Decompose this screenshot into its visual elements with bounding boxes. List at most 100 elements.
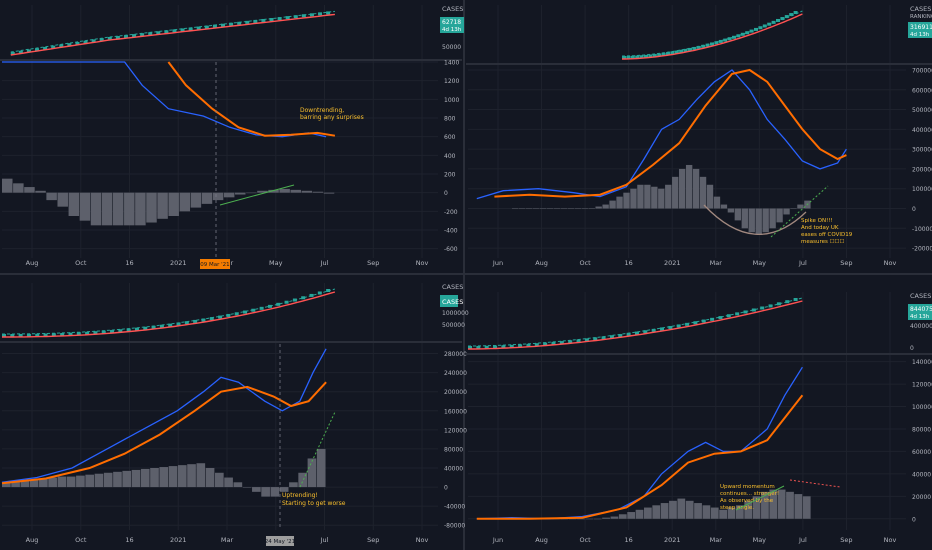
price-countdown: 4d 13h (442, 27, 462, 33)
histogram-bar (692, 168, 700, 209)
price-moving-average (622, 13, 803, 60)
histogram-bar (748, 208, 755, 233)
price-candle (285, 16, 290, 20)
histogram-bar (316, 448, 326, 488)
histogram-bar (602, 204, 609, 209)
price-candle (705, 43, 710, 47)
price-candle (643, 330, 648, 334)
osc-tick-label: -40000 (444, 504, 465, 511)
histogram-bar (752, 496, 761, 519)
x-tick-label: Jun (492, 259, 503, 267)
price-candle (723, 38, 728, 42)
price-moving-average (10, 13, 335, 56)
price-candle (576, 339, 581, 343)
price-candle (176, 322, 181, 326)
price-candle (2, 334, 6, 337)
price-candle (601, 336, 606, 340)
histogram-bar (735, 505, 744, 519)
price-candle (59, 44, 64, 48)
price-candle (140, 33, 145, 37)
x-tick-label: Sep (840, 259, 852, 267)
price-candle (209, 317, 214, 321)
price-candle (204, 25, 209, 29)
price-candle (85, 331, 90, 335)
histogram-bar (567, 208, 575, 210)
histogram-bar (699, 176, 707, 209)
price-candle (83, 40, 88, 44)
osc-tick-label: 400000 (912, 127, 932, 134)
histogram-bar (761, 491, 769, 519)
osc-tick-label: 1200 (444, 78, 459, 85)
price-candle (660, 327, 665, 331)
histogram-bar (187, 464, 196, 488)
histogram-bar (741, 208, 748, 229)
histogram-bar (323, 192, 335, 194)
histogram-bar (103, 472, 113, 488)
price-value: 3169112 (910, 24, 932, 31)
histogram-bar (637, 184, 644, 209)
price-candle (26, 49, 31, 53)
price-candle (75, 41, 80, 45)
osc-tick-label: 200000 (912, 166, 932, 173)
price-candle (229, 22, 234, 26)
histogram-bar (602, 517, 610, 519)
price-candle (10, 52, 15, 55)
histogram-bar (651, 186, 658, 209)
price-candle (692, 46, 697, 50)
price-candle (184, 321, 189, 325)
histogram-bar (618, 514, 627, 519)
histogram-bar (57, 476, 67, 488)
price-candle (67, 43, 72, 47)
price-candle (784, 15, 789, 19)
trend-arrow (299, 411, 336, 488)
annotation-text: And today UK (801, 225, 839, 231)
histogram-bar (205, 468, 215, 488)
x-tick-label: 16 (125, 259, 133, 267)
chart-top-right: Jun Aug Oct 16 2021 Mar May Jul Sep Nov CASESRANKI… (466, 5, 932, 267)
date-highlight (200, 259, 230, 269)
histogram-bar (179, 192, 191, 212)
price-candle (221, 23, 225, 27)
price-candle (701, 44, 706, 48)
histogram-bar (39, 478, 48, 488)
osc-tick-label: -200000 (912, 246, 932, 253)
histogram-bar (246, 192, 257, 194)
histogram-bar (57, 192, 68, 207)
osc-tick-label: 200000 (444, 389, 467, 396)
osc-tick-label: 0 (912, 516, 916, 523)
histogram-bar (290, 189, 301, 193)
x-tick-label: Jul (320, 259, 329, 267)
histogram-bar (568, 518, 577, 520)
osc-tick-label: 500000 (912, 107, 932, 114)
histogram-bar (581, 208, 588, 210)
annotation-text: Uptrending! (282, 492, 318, 499)
price-dashed-line (10, 10, 335, 53)
price-countdown: 4d 13h (910, 32, 930, 38)
price-candle (18, 333, 23, 337)
price-candle (26, 333, 31, 337)
price-candle (771, 20, 776, 24)
histogram-bar (168, 192, 179, 216)
x-tick-label: 2021 (170, 536, 187, 544)
price-candle (326, 11, 331, 15)
price-candle (301, 14, 306, 18)
price-candle (193, 319, 198, 323)
osc-tick-label: -600 (444, 246, 458, 253)
price-value-badge (908, 22, 932, 38)
histogram-bar (665, 184, 672, 209)
price-candle (253, 19, 258, 23)
price-candle (626, 332, 631, 336)
histogram-bar (268, 189, 279, 193)
price-candle (644, 54, 648, 58)
osc-tick-label: 600000 (912, 87, 932, 94)
osc-tick-label: 0 (444, 190, 448, 197)
histogram-bar (719, 509, 727, 519)
histogram-bar (2, 178, 13, 193)
price-candle (188, 27, 193, 31)
price-candle (218, 315, 223, 319)
histogram-bar (2, 482, 11, 488)
price-candle (43, 46, 48, 50)
price-candle (156, 31, 161, 35)
price-candle (43, 333, 48, 337)
fast-line (476, 69, 847, 200)
